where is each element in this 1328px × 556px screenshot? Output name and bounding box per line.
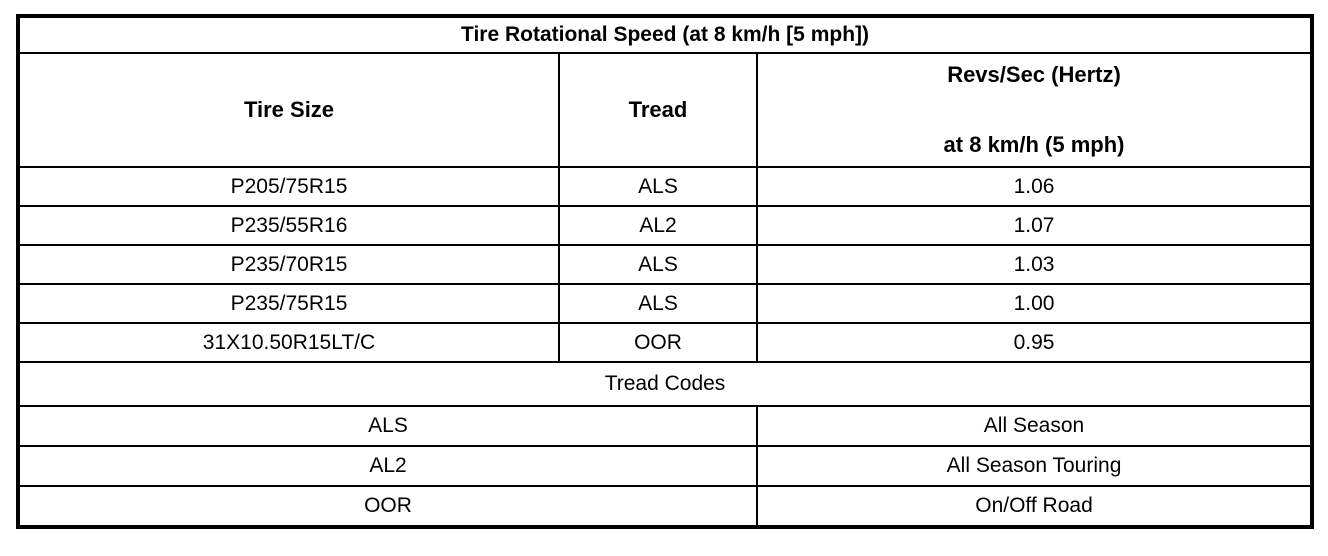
- revs-cell: 1.00: [755, 283, 1314, 324]
- col-header-tire-size: Tire Size: [17, 52, 560, 168]
- table-title: Tire Rotational Speed (at 8 km/h [5 mph]…: [16, 15, 1314, 54]
- tread-code-description-cell: All Season: [755, 405, 1314, 447]
- col-header-revs-line2: at 8 km/h (5 mph): [943, 132, 1125, 157]
- tread-cell: ALS: [558, 283, 758, 324]
- tread-cell: ALS: [558, 244, 758, 285]
- tread-cell: OOR: [558, 322, 758, 363]
- col-header-revs-line1: Revs/Sec (Hertz): [947, 62, 1121, 87]
- col-header-revs: Revs/Sec (Hertz) at 8 km/h (5 mph): [755, 52, 1314, 168]
- tire-size-cell: P205/75R15: [17, 166, 560, 207]
- tread-cell: ALS: [558, 166, 758, 207]
- table-row: P235/70R15 ALS 1.03: [17, 244, 1314, 285]
- table-row: P235/75R15 ALS 1.00: [17, 283, 1314, 324]
- tire-size-cell: P235/55R16: [17, 205, 560, 246]
- tread-codes-title: Tread Codes: [16, 361, 1314, 407]
- header-row: Tire Size Tread Revs/Sec (Hertz) at 8 km…: [17, 52, 1314, 168]
- tread-code-row: OOR On/Off Road: [17, 485, 1314, 528]
- tire-size-cell: P235/75R15: [17, 283, 560, 324]
- table-row: P235/55R16 AL2 1.07: [17, 205, 1314, 246]
- tire-size-cell: 31X10.50R15LT/C: [17, 322, 560, 363]
- col-header-tread: Tread: [558, 52, 758, 168]
- tread-code-cell: AL2: [17, 445, 758, 487]
- tread-code-row: ALS All Season: [17, 405, 1314, 447]
- revs-cell: 0.95: [755, 322, 1314, 363]
- tread-code-description-cell: On/Off Road: [755, 485, 1314, 528]
- revs-cell: 1.07: [755, 205, 1314, 246]
- table-row: 31X10.50R15LT/C OOR 0.95: [17, 322, 1314, 363]
- title-row: Tire Rotational Speed (at 8 km/h [5 mph]…: [16, 15, 1314, 54]
- tread-code-row: AL2 All Season Touring: [17, 445, 1314, 487]
- tire-size-cell: P235/70R15: [17, 244, 560, 285]
- tire-table: Tire Rotational Speed (at 8 km/h [5 mph]…: [16, 14, 1315, 529]
- tire-rotational-speed-table: Tire Rotational Speed (at 8 km/h [5 mph]…: [16, 14, 1315, 529]
- revs-cell: 1.06: [755, 166, 1314, 207]
- tread-code-cell: ALS: [17, 405, 758, 447]
- tread-code-cell: OOR: [17, 485, 758, 528]
- revs-cell: 1.03: [755, 244, 1314, 285]
- table-row: P205/75R15 ALS 1.06: [17, 166, 1314, 207]
- tread-cell: AL2: [558, 205, 758, 246]
- tread-codes-header-row: Tread Codes: [16, 361, 1314, 407]
- tread-code-description-cell: All Season Touring: [755, 445, 1314, 487]
